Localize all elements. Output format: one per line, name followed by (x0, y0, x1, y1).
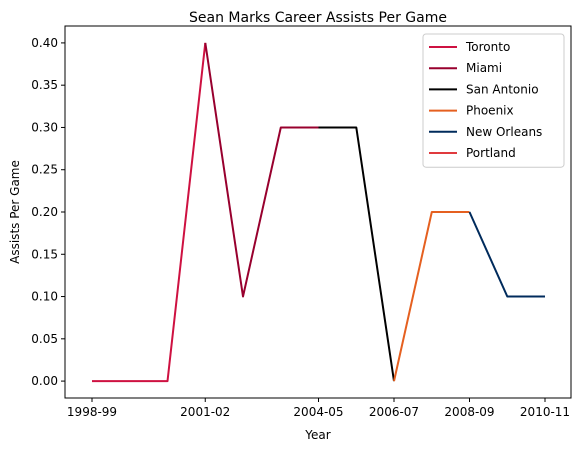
series-line-3 (394, 212, 470, 381)
y-tick-label-3: 0.15 (31, 247, 58, 261)
series-line-2 (319, 128, 395, 382)
y-tick-label-1: 0.05 (31, 332, 58, 346)
y-tick-label-7: 0.35 (31, 78, 58, 92)
x-tick-label-3: 2006-07 (369, 405, 419, 419)
x-axis-label: Year (304, 428, 330, 442)
chart-title: Sean Marks Career Assists Per Game (189, 10, 447, 26)
x-tick-label-4: 2008-09 (444, 405, 494, 419)
x-tick-label-0: 1998-99 (67, 405, 117, 419)
y-tick-label-6: 0.30 (31, 120, 58, 134)
legend-entry-1: Miami (466, 61, 502, 75)
legend-entry-4: New Orleans (466, 125, 542, 139)
y-tick-label-0: 0.00 (31, 374, 58, 388)
y-tick-label-8: 0.40 (31, 36, 58, 50)
y-axis: 0.00 0.05 0.10 0.15 0.20 0.25 0.30 0.35 0.40 (31, 36, 65, 388)
x-tick-label-5: 2010-11 (520, 405, 570, 419)
legend-entry-3: Phoenix (466, 104, 514, 118)
y-tick-label-5: 0.25 (31, 163, 58, 177)
legend-entry-2: San Antonio (466, 82, 539, 96)
x-axis: 1998-99 2001-02 2004-05 2006-07 2008-09 2010-… (67, 398, 570, 419)
legend-entry-0: Toronto (465, 40, 510, 54)
x-tick-label-1: 2001-02 (180, 405, 230, 419)
x-tick-label-2: 2004-05 (293, 405, 343, 419)
legend-entry-5: Portland (466, 146, 516, 160)
y-axis-label: Assists Per Game (8, 160, 22, 264)
series-line-0 (92, 43, 205, 381)
legend: Toronto Miami San Antonio Phoenix New Orlean… (423, 34, 564, 167)
y-tick-label-2: 0.10 (31, 290, 58, 304)
series-line-1 (205, 43, 318, 297)
series-line-4 (470, 212, 546, 297)
y-tick-label-4: 0.20 (31, 205, 58, 219)
